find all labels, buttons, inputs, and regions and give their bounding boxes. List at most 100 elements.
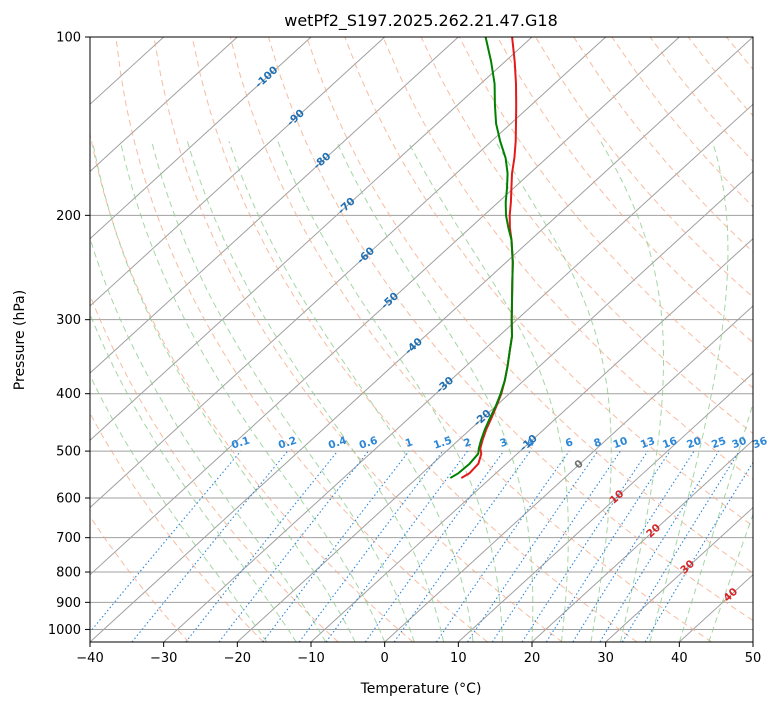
y-tick-label: 700 (56, 531, 81, 546)
mixing-ratio-label: 10 (612, 435, 630, 451)
mixing-ratio-label: 30 (730, 435, 748, 451)
isotherm-line (90, 37, 238, 173)
plot-grid (90, 37, 775, 642)
isotherm-line (310, 237, 753, 642)
plot-series (449, 37, 518, 479)
mixing-ratio-label: 3 (498, 436, 509, 450)
mixing-ratio-label: 1.5 (432, 434, 453, 451)
x-tick-label: 0 (381, 651, 389, 666)
y-tick-label: 800 (56, 566, 81, 581)
moist-adiabat-line (90, 312, 297, 642)
dry-adiabat-line (344, 37, 753, 527)
dry-adiabat-line (420, 37, 753, 435)
x-tick-label: 50 (745, 651, 762, 666)
mixing-ratio-line (621, 450, 740, 642)
dewpoint-profile-line (449, 37, 514, 479)
isotherm-line (90, 37, 386, 307)
y-tick-label: 400 (56, 387, 81, 402)
dry-adiabat-line (229, 37, 712, 642)
mixing-ratio-line (131, 450, 289, 642)
isotherm-line (90, 37, 459, 374)
x-axis: −40 −30 −20 −10 0 10 20 30 40 50 (76, 642, 761, 666)
mixing-ratio-label: 1 (404, 436, 415, 450)
dry-adiabat-line (268, 37, 753, 622)
mixing-ratio-line (572, 450, 695, 642)
y-axis: 1000 900 800 700 600 500 400 300 200 100 (48, 31, 90, 638)
moist-adiabat-line (90, 236, 327, 642)
plot-line-labels: -100-90-80-70-60-50-40-30-20-10010203040… (230, 64, 769, 604)
mixing-ratio-line (435, 450, 570, 642)
isotherm-line (531, 439, 753, 642)
mixing-ratio-line (325, 450, 468, 642)
y-tick-label: 300 (56, 313, 81, 328)
moist-adiabat-line (92, 141, 356, 642)
dry-adiabat-line (191, 37, 638, 642)
mixing-ratio-line (218, 450, 369, 642)
dry-adiabat-line (535, 37, 753, 298)
x-tick-label: −30 (150, 651, 177, 666)
mixing-ratio-line (491, 450, 621, 642)
isotherm-line (236, 170, 753, 642)
isotherm-line (90, 37, 533, 442)
moist-adiabat-line (186, 141, 445, 642)
mixing-ratio-line (90, 450, 242, 633)
mixing-ratio-label: 8 (592, 436, 603, 450)
mixing-ratio-line (298, 450, 444, 642)
mixing-ratio-label: 25 (710, 435, 728, 451)
moist-adiabat-line (708, 513, 753, 642)
y-tick-label: 200 (56, 209, 81, 224)
isotherm-line (605, 506, 753, 642)
dry-adiabat-line (153, 37, 563, 642)
dry-adiabat-line (611, 37, 753, 208)
isotherm-line (90, 37, 312, 240)
mixing-ratio-label: 2 (462, 436, 473, 450)
moist-adiabat-line (151, 141, 415, 642)
mixing-ratio-line (262, 450, 410, 642)
dry-adiabat-line (765, 37, 775, 642)
moist-adiabat-line (495, 141, 612, 642)
dry-adiabat-line (90, 412, 264, 642)
dry-adiabat-line (726, 37, 753, 71)
moist-adiabat-line (678, 401, 753, 642)
dry-adiabat-line (496, 37, 753, 344)
x-tick-label: −20 (224, 651, 251, 666)
x-tick-label: 20 (524, 651, 541, 666)
moist-adiabat-line (649, 141, 729, 642)
mixing-ratio-label: 13 (639, 435, 657, 451)
moist-adiabat-line (407, 141, 569, 642)
mixing-ratio-label: 0.1 (230, 435, 251, 452)
isotherm-line (163, 103, 753, 642)
mixing-ratio-label: 0.2 (277, 435, 298, 452)
mixing-ratio-line (185, 450, 339, 642)
y-axis-title: Pressure (hPa) (12, 290, 28, 390)
dry-adiabat-line (687, 37, 753, 117)
moist-adiabat-line (600, 141, 664, 642)
dry-adiabat-line (649, 37, 753, 163)
moist-adiabat-line (228, 141, 474, 642)
isotherm-line (90, 37, 680, 576)
mixing-ratio-line (364, 450, 505, 642)
dry-adiabat-line (90, 515, 190, 642)
mixing-ratio-line (545, 450, 671, 642)
y-tick-label: 100 (56, 31, 81, 46)
mixing-ratio-label: 4 (525, 436, 536, 450)
chart-title: wetPf2_S197.2025.262.21.47.G18 (284, 11, 558, 31)
mixing-ratio-label: 0.6 (358, 435, 379, 452)
y-tick-label: 500 (56, 445, 81, 460)
mixing-ratio-label: 36 (751, 435, 769, 451)
mixing-ratio-label: 16 (661, 435, 679, 451)
plot-frame (89, 36, 754, 643)
dry-adiabat-line (115, 37, 488, 642)
dry-adiabat-line (306, 37, 753, 574)
x-tick-label: 30 (597, 651, 614, 666)
x-tick-label: −10 (297, 651, 324, 666)
y-tick-label: 1000 (48, 623, 81, 638)
x-tick-label: 10 (450, 651, 467, 666)
x-tick-label: 40 (671, 651, 688, 666)
mixing-ratio-line (599, 450, 720, 642)
moist-adiabat-line (336, 141, 534, 642)
moist-adiabat-line (119, 141, 386, 642)
mixing-ratio-line (467, 450, 599, 642)
mixing-ratio-label: 20 (685, 435, 703, 451)
